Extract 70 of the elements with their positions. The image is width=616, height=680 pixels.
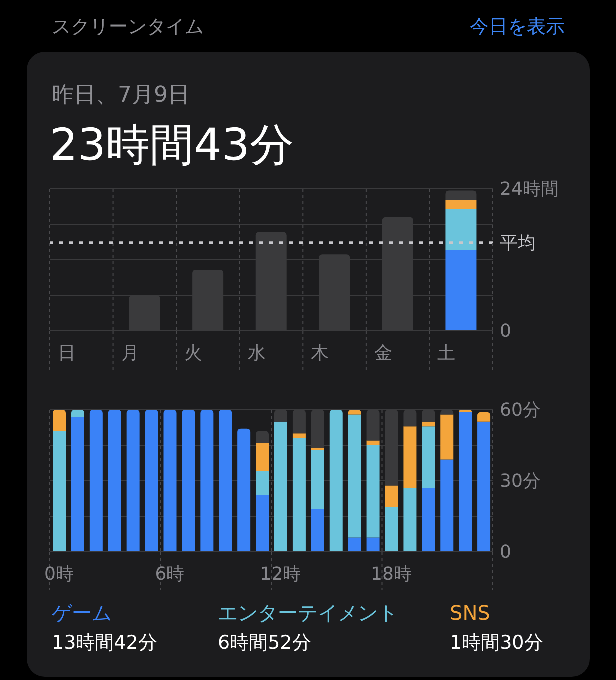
bar: [311, 450, 324, 510]
bar: [256, 495, 270, 552]
bar: [366, 446, 380, 538]
bar: [404, 488, 417, 552]
bar: [422, 488, 436, 552]
bar: [292, 438, 306, 552]
bar: [219, 410, 232, 552]
x-tick-label: 木: [311, 342, 330, 364]
text: 1時間30分: [450, 632, 544, 654]
bar: [256, 443, 270, 472]
bar: [446, 250, 477, 331]
bar: [348, 414, 362, 538]
bar: [440, 414, 454, 460]
bar: [108, 410, 122, 552]
x-tick-label: 6時: [155, 564, 185, 584]
bar: [274, 422, 288, 552]
text: エンターテイメント: [218, 601, 398, 625]
bar: [404, 426, 417, 488]
x-tick-label: 12時: [260, 564, 302, 584]
bar: [164, 410, 177, 552]
bar: [446, 200, 477, 210]
x-tick-label: 土: [438, 342, 456, 364]
bar: [478, 412, 491, 422]
bar: [366, 440, 380, 446]
y-tick-label: 60分: [500, 400, 541, 420]
bar: [256, 431, 270, 444]
bar: [422, 422, 436, 427]
bar: [459, 412, 472, 552]
text: 6時間52分: [218, 632, 312, 654]
y-tick-label: 0: [500, 542, 512, 562]
x-tick-label: 0時: [44, 564, 74, 584]
chart-title: スクリーンタイム: [52, 16, 204, 38]
bar: [126, 410, 140, 552]
bar: [348, 538, 362, 552]
bar: [311, 509, 324, 552]
bar: [182, 410, 196, 552]
bar: [71, 417, 84, 552]
bar: [366, 538, 380, 552]
y-tick-label: 0: [500, 320, 512, 342]
text: 今日を表示: [470, 16, 565, 38]
bar: [385, 507, 398, 552]
chart-subtitle: 昨日、7月9日: [52, 83, 190, 108]
bar: [440, 460, 454, 552]
bar: [53, 410, 66, 432]
bar: [90, 410, 103, 552]
x-tick-label: 火: [184, 342, 203, 364]
bar: [145, 410, 158, 552]
ref-line-label: 平均: [500, 233, 536, 254]
y-tick-label: 30分: [500, 470, 541, 492]
bar: [256, 472, 270, 496]
x-tick-label: 日: [58, 342, 76, 364]
bar: [446, 209, 477, 250]
text: ゲーム: [52, 601, 112, 625]
bar: [478, 422, 491, 552]
x-tick-label: 18時: [371, 564, 412, 584]
text: 13時間42分: [52, 632, 158, 654]
text: SNS: [450, 601, 490, 625]
x-tick-label: 月: [121, 342, 140, 364]
bar: [71, 410, 84, 418]
x-tick-label: 金: [374, 342, 392, 364]
y-tick-label: 24時間: [500, 178, 559, 200]
bar: [330, 410, 343, 552]
bar: [385, 486, 398, 508]
bar: [200, 410, 214, 552]
bar: [238, 428, 251, 552]
bar: [422, 426, 436, 488]
x-tick-label: 水: [248, 342, 266, 364]
bar: [292, 434, 306, 438]
bar: [53, 431, 66, 552]
text: 23時間43分: [50, 120, 294, 171]
